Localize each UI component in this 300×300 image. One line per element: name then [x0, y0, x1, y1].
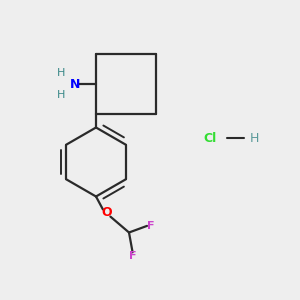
Text: O: O — [101, 206, 112, 220]
Text: N: N — [70, 77, 80, 91]
Text: F: F — [147, 221, 154, 231]
Text: H: H — [57, 90, 66, 100]
Text: H: H — [250, 131, 259, 145]
Text: H: H — [57, 68, 66, 78]
Text: F: F — [129, 251, 136, 261]
Text: Cl: Cl — [203, 131, 217, 145]
